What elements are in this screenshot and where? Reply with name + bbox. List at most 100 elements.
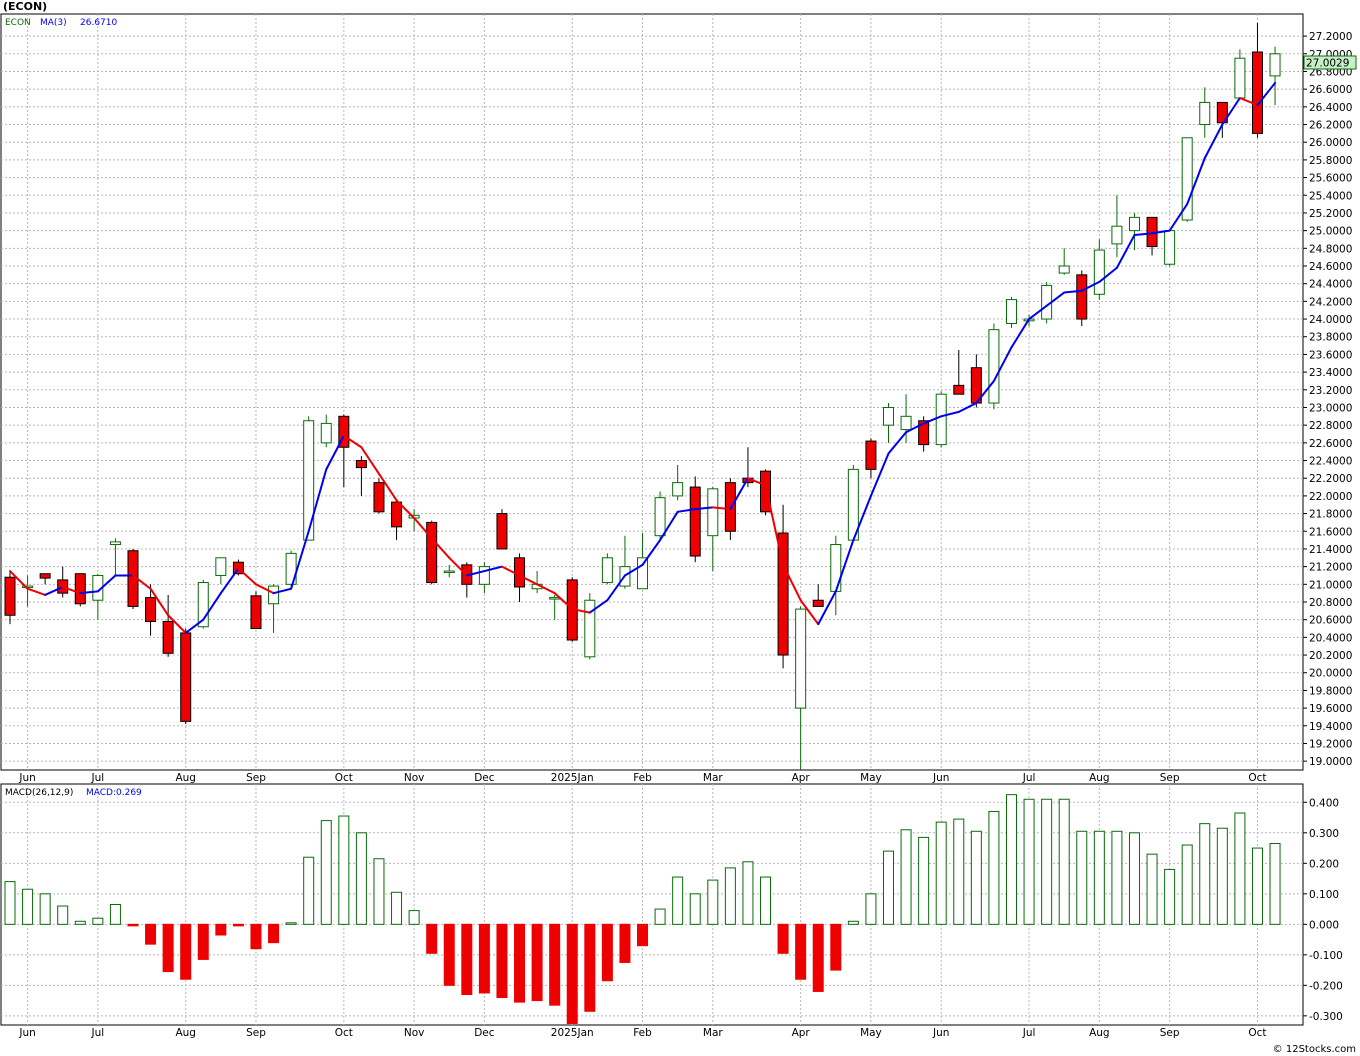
candle-down [689, 476, 701, 563]
macd-bar-negative [830, 923, 842, 971]
candle-body [1234, 57, 1246, 99]
candle-down [391, 500, 403, 541]
macd-bar-negative [162, 923, 174, 973]
candle-down [162, 594, 174, 657]
candle-body [830, 544, 842, 592]
macd-bar-positive [1216, 827, 1228, 925]
macd-bar-positive [1093, 830, 1105, 925]
ma-segment [992, 346, 1013, 382]
macd-bar-positive [22, 888, 34, 925]
macd-plot-frame [0, 783, 1304, 1026]
ma-segment [448, 556, 468, 577]
macd-bar-negative [531, 923, 543, 1002]
macd-month-label: May [860, 1027, 882, 1039]
price-y-tick-label: 19.4000 [1309, 721, 1352, 733]
candle-down [355, 456, 367, 496]
price-gridlines [1, 14, 1303, 770]
candle-body [39, 573, 51, 579]
legend-symbol: ECON [5, 18, 31, 28]
price-y-tick-label: 19.2000 [1309, 738, 1352, 750]
price-month-label: Feb [633, 772, 652, 784]
candle-body [1128, 216, 1140, 232]
macd-bar-positive [935, 821, 947, 925]
macd-bar-positive [865, 893, 877, 925]
macd-bar-negative [232, 923, 244, 927]
candle-body [1093, 249, 1105, 295]
candle-body [373, 482, 385, 513]
macd-bar-positive [1041, 798, 1053, 925]
candle-up [1199, 87, 1211, 138]
macd-bar-negative [215, 923, 227, 936]
macd-bar-positive [1146, 853, 1158, 925]
macd-y-axis: -0.300 -0.200 -0.100 0.000 0.100 0.200 0.300 0.… [1303, 797, 1343, 1023]
price-y-tick-label: 25.2000 [1309, 208, 1352, 220]
candle-body [180, 632, 192, 722]
candle-up [109, 538, 121, 576]
macd-bar-positive [1023, 798, 1035, 925]
candle-body [74, 573, 86, 605]
macd-bar-positive [1005, 794, 1017, 925]
macd-month-label: Jun [932, 1027, 949, 1039]
macd-month-label: Aug [1089, 1027, 1110, 1039]
candle-body [689, 486, 701, 557]
candle-body [584, 599, 596, 658]
price-y-tick-label: 19.8000 [1309, 685, 1352, 697]
candle-down [777, 504, 789, 669]
price-y-tick-label: 20.2000 [1309, 650, 1352, 662]
macd-bar-positive [303, 856, 315, 925]
price-y-tick-label: 25.8000 [1309, 155, 1352, 167]
price-y-tick-label: 20.8000 [1309, 597, 1352, 609]
candle-up [1181, 137, 1193, 222]
macd-bar-positive [355, 832, 367, 925]
price-y-tick-label: 26.4000 [1309, 102, 1352, 114]
ma-segment [764, 484, 785, 566]
candle-down [426, 520, 438, 585]
macd-bar-positive [970, 830, 982, 925]
candle-body [707, 488, 719, 537]
candle-body [338, 415, 350, 448]
macd-bar-positive [689, 893, 701, 925]
price-y-tick-label: 21.4000 [1309, 544, 1352, 556]
macd-bar-negative [145, 923, 157, 945]
price-y-tick-label: 27.2000 [1309, 31, 1352, 43]
macd-bar-positive [707, 879, 719, 925]
price-y-tick-label: 25.6000 [1309, 173, 1352, 185]
macd-y-tick-label: 0.300 [1309, 828, 1339, 840]
ma-segment [518, 574, 539, 586]
candlesticks [4, 22, 1281, 770]
macd-legend-indicator: MACD(26,12,9) [5, 788, 73, 798]
candle-body [4, 576, 16, 616]
ma-segment [167, 614, 187, 634]
price-month-axis: Jun Jul Aug Sep Oct Nov Dec 2025Jan Feb Mar Apr May… [18, 772, 1266, 784]
candle-up [1058, 248, 1070, 275]
price-month-label: Jul [1022, 772, 1036, 784]
ma-segment [96, 574, 117, 593]
candle-up [303, 416, 315, 541]
macd-bar-negative [250, 923, 262, 950]
candle-body [250, 595, 262, 630]
macd-y-tick-label: 0.100 [1309, 889, 1339, 901]
ma-segment [1203, 123, 1224, 160]
candle-body [1269, 53, 1281, 77]
candle-body [1005, 299, 1017, 324]
candle-down [760, 469, 772, 516]
candle-down [1251, 22, 1263, 138]
macd-bar-negative [795, 923, 807, 980]
price-month-label: May [860, 772, 882, 784]
candle-down [1076, 270, 1088, 327]
candle-down [812, 584, 824, 607]
macd-month-label: Apr [792, 1027, 811, 1039]
ma-segment [905, 422, 925, 434]
price-month-label: Sep [1160, 772, 1180, 784]
candle-body [988, 329, 1000, 404]
price-y-tick-label: 23.0000 [1309, 402, 1352, 414]
price-month-label: Mar [703, 772, 723, 784]
candle-down [250, 591, 262, 630]
price-y-tick-label: 24.6000 [1309, 261, 1352, 273]
macd-bar-negative [637, 923, 649, 947]
ma-segment [817, 590, 837, 626]
ma-segment [659, 510, 679, 542]
price-y-tick-label: 22.8000 [1309, 420, 1352, 432]
ma-segment [606, 574, 626, 602]
